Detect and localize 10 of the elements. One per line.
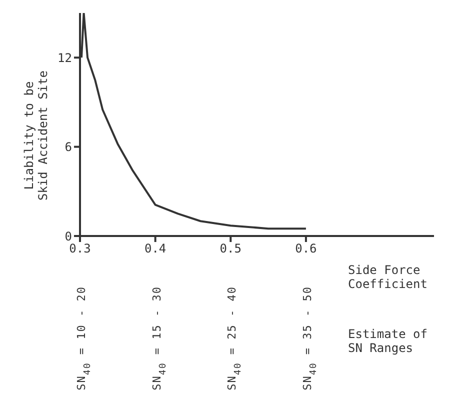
y-tick-label: 0 [64,229,72,244]
x-tick-label: 0.3 [69,242,91,256]
y-tick-label: 6 [64,140,72,154]
x-tick-label: 0.6 [295,242,317,256]
x-tick-label: 0.5 [220,242,242,256]
y-tick-label: 12 [58,50,72,65]
y-axis-title: Liability to be Skid Accident Site [22,70,50,201]
x-axis-title: Side Force Coefficient [348,263,428,291]
x-tick-label: 0.4 [144,242,166,256]
text: Estimate of SN Ranges [348,327,428,355]
